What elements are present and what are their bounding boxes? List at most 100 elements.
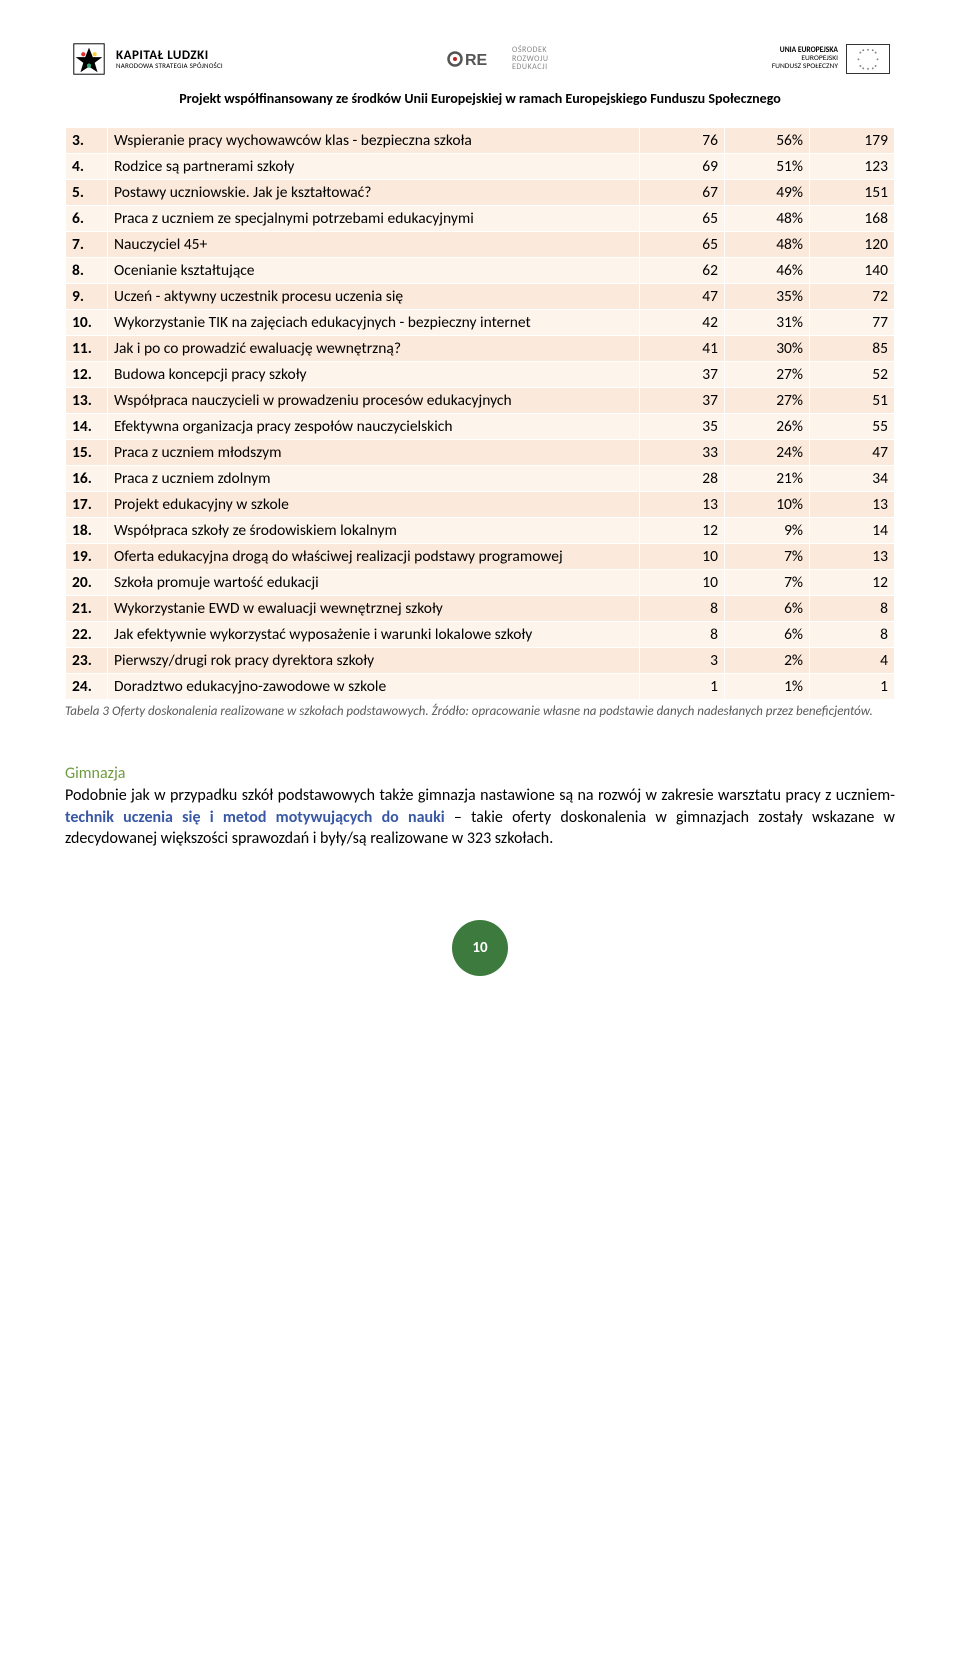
row-description: Postawy uczniowskie. Jak je kształtować? — [108, 180, 640, 206]
row-value-2: 35% — [725, 284, 810, 310]
row-value-3: 47 — [810, 440, 895, 466]
row-value-1: 41 — [640, 336, 725, 362]
table-row: 5.Postawy uczniowskie. Jak je kształtowa… — [66, 180, 895, 206]
offers-table: 3.Wspieranie pracy wychowawców klas - be… — [65, 127, 895, 700]
row-value-3: 179 — [810, 128, 895, 154]
row-value-2: 7% — [725, 544, 810, 570]
row-description: Projekt edukacyjny w szkole — [108, 492, 640, 518]
table-row: 23.Pierwszy/drugi rok pracy dyrektora sz… — [66, 648, 895, 674]
row-number: 19. — [66, 544, 108, 570]
table-row: 19.Oferta edukacyjna drogą do właściwej … — [66, 544, 895, 570]
table-row: 13.Współpraca nauczycieli w prowadzeniu … — [66, 388, 895, 414]
row-value-1: 37 — [640, 362, 725, 388]
row-value-2: 6% — [725, 596, 810, 622]
row-description: Współpraca szkoły ze środowiskiem lokaln… — [108, 518, 640, 544]
row-value-2: 31% — [725, 310, 810, 336]
row-description: Oferta edukacyjna drogą do właściwej rea… — [108, 544, 640, 570]
row-number: 8. — [66, 258, 108, 284]
row-number: 23. — [66, 648, 108, 674]
row-value-1: 33 — [640, 440, 725, 466]
project-tagline: Projekt współfinansowany ze środków Unii… — [65, 90, 895, 107]
row-description: Współpraca nauczycieli w prowadzeniu pro… — [108, 388, 640, 414]
table-row: 3.Wspieranie pracy wychowawców klas - be… — [66, 128, 895, 154]
row-value-1: 8 — [640, 596, 725, 622]
table-row: 20.Szkoła promuje wartość edukacji107%12 — [66, 570, 895, 596]
row-value-1: 76 — [640, 128, 725, 154]
row-value-1: 42 — [640, 310, 725, 336]
row-number: 20. — [66, 570, 108, 596]
row-value-1: 69 — [640, 154, 725, 180]
row-value-1: 62 — [640, 258, 725, 284]
row-value-3: 77 — [810, 310, 895, 336]
row-value-2: 6% — [725, 622, 810, 648]
row-number: 22. — [66, 622, 108, 648]
table-row: 6.Praca z uczniem ze specjalnymi potrzeb… — [66, 206, 895, 232]
kl-star-icon — [70, 40, 108, 78]
row-value-3: 51 — [810, 388, 895, 414]
table-row: 11.Jak i po co prowadzić ewaluację wewnę… — [66, 336, 895, 362]
header-bar: KAPITAŁ LUDZKI NARODOWA STRATEGIA SPÓJNO… — [65, 40, 895, 78]
row-value-3: 34 — [810, 466, 895, 492]
row-description: Pierwszy/drugi rok pracy dyrektora szkoł… — [108, 648, 640, 674]
row-value-1: 1 — [640, 674, 725, 700]
row-value-2: 1% — [725, 674, 810, 700]
row-value-3: 85 — [810, 336, 895, 362]
row-description: Praca z uczniem młodszym — [108, 440, 640, 466]
row-value-3: 55 — [810, 414, 895, 440]
row-value-3: 13 — [810, 492, 895, 518]
row-description: Wspieranie pracy wychowawców klas - bezp… — [108, 128, 640, 154]
table-row: 8.Ocenianie kształtujące6246%140 — [66, 258, 895, 284]
paragraph-highlight: technik uczenia się i metod motywujących… — [65, 808, 445, 827]
row-number: 16. — [66, 466, 108, 492]
row-value-3: 120 — [810, 232, 895, 258]
row-value-2: 46% — [725, 258, 810, 284]
row-description: Wykorzystanie TIK na zajęciach edukacyjn… — [108, 310, 640, 336]
row-value-3: 4 — [810, 648, 895, 674]
row-value-2: 27% — [725, 362, 810, 388]
row-number: 17. — [66, 492, 108, 518]
row-value-3: 1 — [810, 674, 895, 700]
table-row: 17.Projekt edukacyjny w szkole1310%13 — [66, 492, 895, 518]
row-value-2: 48% — [725, 232, 810, 258]
table-row: 15.Praca z uczniem młodszym3324%47 — [66, 440, 895, 466]
row-value-2: 48% — [725, 206, 810, 232]
row-value-1: 13 — [640, 492, 725, 518]
row-value-2: 21% — [725, 466, 810, 492]
row-number: 9. — [66, 284, 108, 310]
row-description: Wykorzystanie EWD w ewaluacji wewnętrzne… — [108, 596, 640, 622]
row-number: 12. — [66, 362, 108, 388]
row-value-3: 8 — [810, 596, 895, 622]
row-number: 18. — [66, 518, 108, 544]
row-value-1: 3 — [640, 648, 725, 674]
row-value-3: 14 — [810, 518, 895, 544]
row-value-2: 24% — [725, 440, 810, 466]
row-value-2: 26% — [725, 414, 810, 440]
row-value-1: 65 — [640, 206, 725, 232]
row-description: Praca z uczniem ze specjalnymi potrzebam… — [108, 206, 640, 232]
kapital-ludzki-logo: KAPITAŁ LUDZKI NARODOWA STRATEGIA SPÓJNO… — [70, 40, 223, 78]
page-number-badge: 10 — [452, 920, 508, 976]
table-row: 16.Praca z uczniem zdolnym2821%34 — [66, 466, 895, 492]
row-description: Doradztwo edukacyjno-zawodowe w szkole — [108, 674, 640, 700]
table-row: 14.Efektywna organizacja pracy zespołów … — [66, 414, 895, 440]
row-number: 21. — [66, 596, 108, 622]
table-row: 9.Uczeń - aktywny uczestnik procesu ucze… — [66, 284, 895, 310]
eu-logo: UNIA EUROPEJSKA EUROPEJSKI FUNDUSZ SPOŁE… — [772, 44, 890, 74]
row-number: 14. — [66, 414, 108, 440]
table-row: 24.Doradztwo edukacyjno-zawodowe w szkol… — [66, 674, 895, 700]
row-number: 7. — [66, 232, 108, 258]
svg-text:RE: RE — [465, 52, 488, 69]
row-value-2: 30% — [725, 336, 810, 362]
row-value-2: 51% — [725, 154, 810, 180]
row-value-3: 140 — [810, 258, 895, 284]
ore-line-3: EDUKACJI — [512, 63, 549, 72]
row-description: Praca z uczniem zdolnym — [108, 466, 640, 492]
eu-flag-icon — [846, 44, 890, 74]
row-value-2: 27% — [725, 388, 810, 414]
row-value-1: 28 — [640, 466, 725, 492]
row-number: 3. — [66, 128, 108, 154]
row-description: Efektywna organizacja pracy zespołów nau… — [108, 414, 640, 440]
row-value-2: 7% — [725, 570, 810, 596]
row-description: Rodzice są partnerami szkoły — [108, 154, 640, 180]
eu-line-3: FUNDUSZ SPOŁECZNY — [772, 63, 838, 71]
